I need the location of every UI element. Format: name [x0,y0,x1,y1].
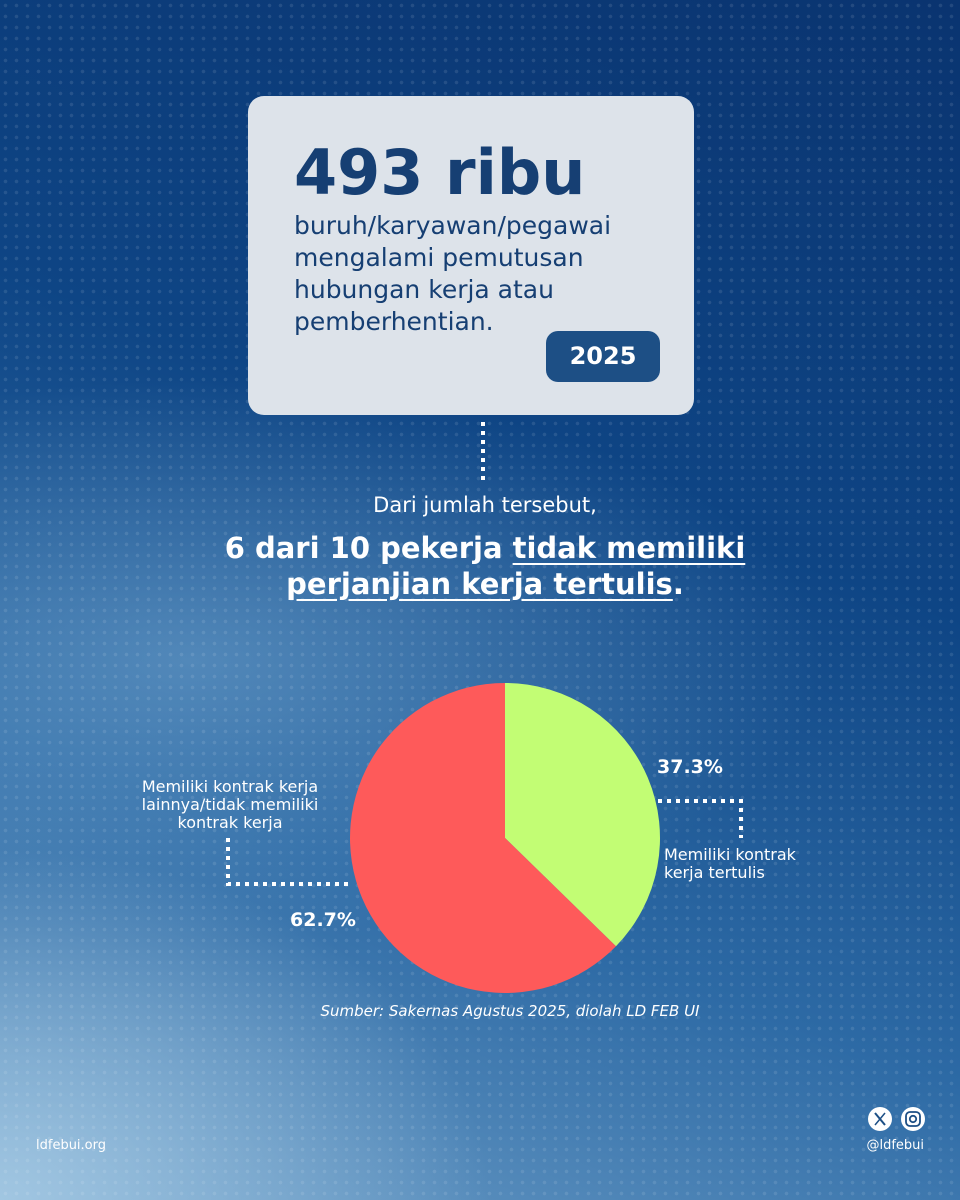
value-label: 62.7% [290,909,356,931]
connector [226,838,352,886]
headline-emphasis: tidak memiliki perjanjian kerja tertulis [286,531,746,601]
slice-label: Memiliki kontrak kerja lainnya/tidak mem… [141,777,319,832]
intro-text: Dari jumlah tersebut, [373,493,597,517]
stat-description: buruh/karyawan/pegawai mengalami pemutus… [294,211,612,336]
pie [349,683,660,993]
headline: 6 dari 10 pekerja tidak memiliki perjanj… [205,530,765,602]
connector [658,799,743,838]
value-label: 37.3% [657,756,723,778]
stat-number: 493 ribu [294,136,586,209]
headline-end: . [672,567,684,601]
slice-label: Memiliki kontrak kerja tertulis [664,845,796,882]
instagram-icon [901,1107,925,1131]
year-badge: 2025 [546,331,660,382]
pie-slice [349,683,616,993]
headline-lead: 6 dari 10 pekerja [224,531,513,565]
x-icon [868,1107,892,1131]
pie-slice [505,683,660,947]
social-handle: @ldfebui [866,1138,924,1153]
source-note: Sumber: Sakernas Agustus 2025, diolah LD… [320,1002,700,1020]
website: ldfebui.org [36,1138,106,1153]
